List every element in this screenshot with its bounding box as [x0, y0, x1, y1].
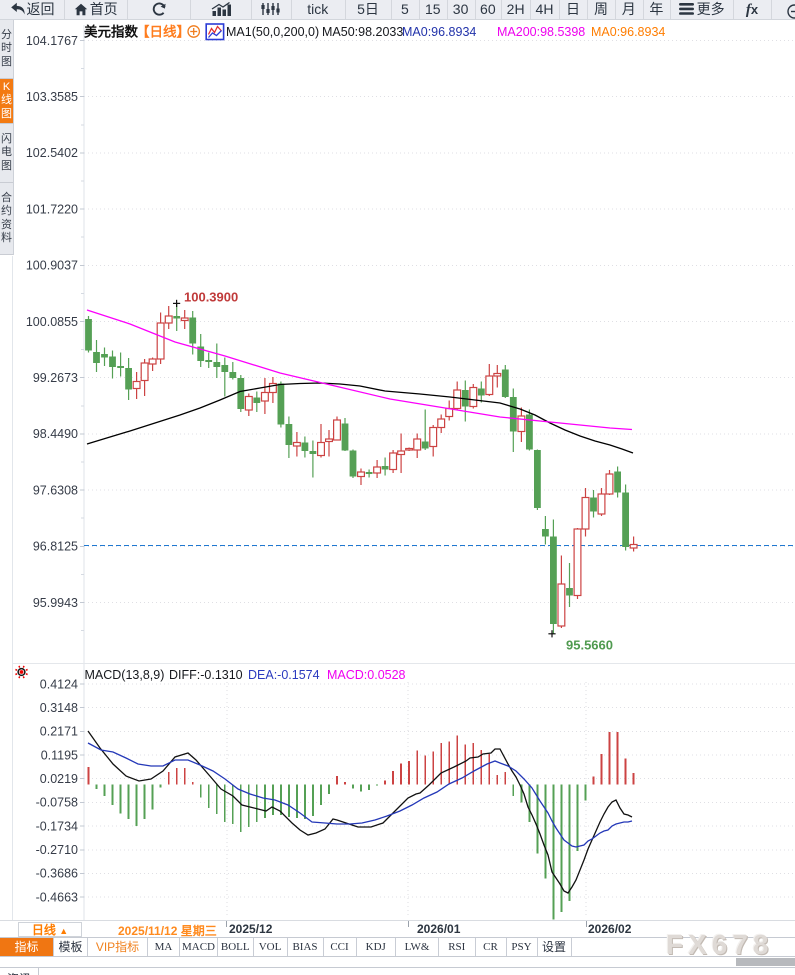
svg-text:MA0:96.8934: MA0:96.8934 — [402, 25, 476, 39]
svg-text:95.9943: 95.9943 — [33, 596, 78, 610]
svg-text:-0.0758: -0.0758 — [36, 796, 78, 810]
svg-text:101.7220: 101.7220 — [26, 202, 78, 216]
svg-text:0.1195: 0.1195 — [41, 748, 78, 762]
svg-text:DIFF:-0.1310: DIFF:-0.1310 — [169, 668, 243, 682]
svg-text:0.2171: 0.2171 — [40, 725, 78, 739]
svg-text:MA50:98.2033: MA50:98.2033 — [322, 25, 403, 39]
svg-text:100.3900: 100.3900 — [184, 290, 238, 305]
svg-text:【日线】: 【日线】 — [136, 24, 190, 40]
svg-text:98.4490: 98.4490 — [33, 427, 78, 441]
svg-text:95.5660: 95.5660 — [566, 638, 613, 653]
svg-text:103.3585: 103.3585 — [26, 90, 78, 104]
svg-text:-0.3686: -0.3686 — [36, 867, 78, 881]
svg-text:104.1767: 104.1767 — [26, 34, 78, 48]
svg-text:美元指数: 美元指数 — [84, 24, 138, 40]
svg-text:0.3148: 0.3148 — [40, 701, 78, 715]
svg-text:MACD(13,8,9): MACD(13,8,9) — [85, 668, 165, 682]
svg-text:97.6308: 97.6308 — [33, 483, 78, 497]
svg-text:102.5402: 102.5402 — [26, 146, 78, 160]
svg-text:99.2673: 99.2673 — [33, 371, 78, 385]
svg-text:0.4124: 0.4124 — [40, 677, 78, 691]
svg-text:DEA:-0.1574: DEA:-0.1574 — [248, 668, 320, 682]
svg-text:-0.4663: -0.4663 — [36, 890, 78, 904]
svg-text:0.0219: 0.0219 — [40, 772, 78, 786]
svg-text:MA0:96.8934: MA0:96.8934 — [591, 25, 665, 39]
svg-text:100.0855: 100.0855 — [26, 315, 78, 329]
svg-text:-0.1734: -0.1734 — [36, 819, 78, 833]
svg-text:MACD:0.0528: MACD:0.0528 — [327, 668, 406, 682]
svg-text:96.8125: 96.8125 — [33, 540, 78, 554]
svg-text:MA1(50,0,200,0): MA1(50,0,200,0) — [226, 25, 319, 39]
svg-text:100.9037: 100.9037 — [26, 259, 78, 273]
svg-text:-0.2710: -0.2710 — [36, 843, 78, 857]
svg-text:MA200:98.5398: MA200:98.5398 — [497, 25, 585, 39]
